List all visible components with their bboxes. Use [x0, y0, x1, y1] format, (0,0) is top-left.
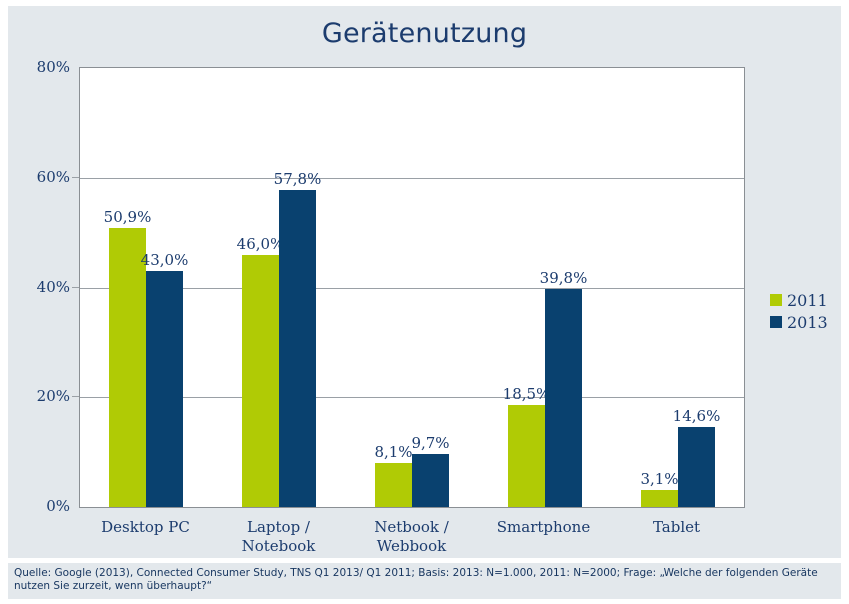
- y-axis-tick-label: 60%: [36, 168, 70, 186]
- x-axis-category-label: Laptop / Notebook: [212, 518, 345, 556]
- bar-value-label: 8,1%: [374, 443, 413, 461]
- x-axis-category-label: Smartphone: [477, 518, 610, 537]
- plot-area: 50,9% 43,0% 46,0% 57,8% 8,1% 9,7% 18,5% 39,8% 3,…: [79, 67, 745, 508]
- bar-value-label: 50,9%: [103, 208, 152, 226]
- y-axis: 80% 60% 40% 20% 0%: [8, 58, 79, 515]
- bar-2011-4[interactable]: [508, 405, 545, 507]
- bar-group: 50,9% 43,0%: [104, 68, 188, 507]
- legend-item-label: 2011: [787, 290, 828, 310]
- chart-title: Gerätenutzung: [321, 18, 528, 49]
- legend-item-2011[interactable]: 2011: [770, 289, 849, 311]
- bar-value-label: 46,0%: [236, 235, 285, 253]
- bar-2013-5[interactable]: [678, 427, 715, 507]
- bar-group: 3,1% 14,6%: [640, 68, 720, 507]
- gridline: [80, 178, 744, 179]
- x-axis-category-line: Tablet: [652, 518, 701, 536]
- y-axis-tick: [72, 396, 79, 397]
- x-axis-category-line: Laptop /: [247, 518, 310, 536]
- y-axis-tick-label: 80%: [36, 58, 70, 76]
- bar-2011-3[interactable]: [375, 463, 412, 507]
- legend-item-2013[interactable]: 2013: [770, 311, 849, 333]
- x-axis-category-label: Tablet: [610, 518, 743, 537]
- legend-swatch-icon: [770, 294, 782, 306]
- gridline: [80, 288, 744, 289]
- bar-2013-2[interactable]: [279, 190, 316, 507]
- bar-value-label: 14,6%: [672, 407, 721, 425]
- legend-item-label: 2013: [787, 312, 828, 332]
- bar-value-label: 39,8%: [539, 269, 588, 287]
- bar-group: 18,5% 39,8%: [503, 68, 587, 507]
- x-axis: Desktop PC Laptop / Notebook Netbook / Webbo…: [79, 512, 745, 560]
- y-axis-tick-label: 0%: [46, 497, 70, 515]
- bar-value-label: 57,8%: [273, 170, 322, 188]
- gridline: [80, 397, 744, 398]
- chart-panel: Gerätenutzung 80% 60% 40% 20% 0% 50,9% 43,0% 4…: [8, 6, 841, 558]
- source-note: Quelle: Google (2013), Connected Consume…: [14, 567, 818, 592]
- legend-swatch-icon: [770, 316, 782, 328]
- bar-2013-3[interactable]: [412, 454, 449, 507]
- bar-group: 8,1% 9,7%: [374, 68, 450, 507]
- bar-2011-5[interactable]: [641, 490, 678, 507]
- x-axis-category-label: Netbook / Webbook: [345, 518, 478, 556]
- x-axis-category-line: Notebook: [241, 537, 316, 555]
- bar-value-label: 3,1%: [640, 470, 679, 488]
- chart-legend: 2011 2013: [770, 289, 849, 333]
- y-axis-tick-label: 20%: [36, 387, 70, 405]
- bar-value-label: 18,5%: [502, 385, 551, 403]
- bar-group: 46,0% 57,8%: [237, 68, 321, 507]
- footer-band: Quelle: Google (2013), Connected Consume…: [8, 563, 841, 599]
- x-axis-category-line: Desktop PC: [101, 518, 190, 536]
- bar-2013-1[interactable]: [146, 271, 183, 507]
- bar-value-label: 9,7%: [411, 434, 450, 452]
- y-axis-tick: [72, 177, 79, 178]
- gridline: [80, 507, 744, 508]
- bar-2011-2[interactable]: [242, 255, 279, 507]
- y-axis-tick: [72, 287, 79, 288]
- x-axis-category-label: Desktop PC: [79, 518, 212, 537]
- y-axis-tick-label: 40%: [36, 278, 70, 296]
- bar-value-label: 43,0%: [140, 251, 189, 269]
- x-axis-category-line: Smartphone: [496, 518, 591, 536]
- x-axis-category-line: Netbook /: [374, 518, 449, 536]
- bar-2011-1[interactable]: [109, 228, 146, 507]
- x-axis-category-line: Webbook: [376, 537, 447, 555]
- bar-2013-4[interactable]: [545, 289, 582, 507]
